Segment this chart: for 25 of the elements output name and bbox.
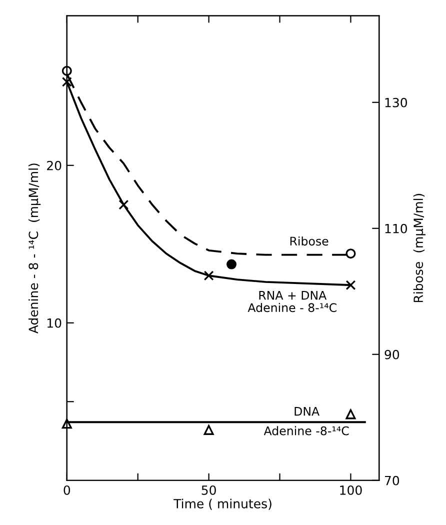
series-label: DNA Adenine -8-¹⁴C [264,407,349,436]
y2-tick-label: 90 [384,350,400,360]
x-tick-label: 50 [202,485,216,495]
y-tick-label: 10 [48,318,62,328]
point [62,418,72,429]
series-label: RNA + DNA Adenine - 8-¹⁴C [248,290,336,312]
point [346,280,356,290]
point [62,76,72,87]
point [62,66,72,76]
y2-tick-label: 130 [385,98,407,108]
x-tick-label: 100 [340,485,362,495]
point [346,409,356,420]
series-label: Ribose [290,236,328,246]
y-tick-label: 20 [47,160,62,170]
point [346,248,356,259]
y-axis-title: Adenine - 8 - ¹⁴C (mμM/ml) [28,164,41,334]
x-tick-label: 0 [64,485,70,495]
y2-axis-title: Ribose (mμM/ml) [413,194,426,302]
point [204,424,214,435]
y2-tick-label: 110 [385,224,407,234]
point [204,270,214,281]
y2-tick-label: 70 [384,476,400,486]
x-axis-title: Time ( minutes) [174,498,272,510]
point [226,259,237,270]
point [118,200,129,210]
